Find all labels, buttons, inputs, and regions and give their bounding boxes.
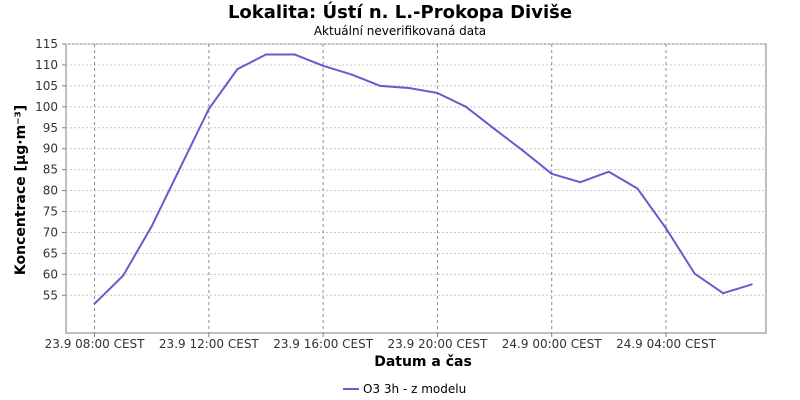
chart-subtitle: Aktuální neverifikovaná data: [314, 24, 486, 38]
line-segment: [322, 64, 353, 76]
y-tick-label: 55: [43, 288, 58, 302]
x-axis-ticks: 23.9 08:00 CEST 23.9 12:00 CEST 23.9 16:00…: [45, 333, 717, 351]
data-point: [150, 225, 153, 228]
y-tick-label: 115: [35, 37, 58, 51]
line-segment: [522, 149, 553, 175]
x-tick-label: 23.9 20:00 CEST: [388, 337, 489, 351]
line-segment: [722, 283, 753, 295]
line-segment: [465, 105, 496, 131]
y-tick-label: 60: [43, 267, 58, 281]
line-segment: [150, 166, 182, 228]
data-point: [265, 53, 267, 56]
chart-title: Lokalita: Ústí n. L.-Prokopa Diviše: [228, 1, 572, 23]
data-point: [122, 274, 125, 277]
data-point: [665, 227, 667, 230]
line-segment: [350, 73, 382, 87]
y-tick-label: 65: [43, 246, 58, 260]
data-point: [636, 187, 639, 190]
plot-area: [65, 43, 767, 334]
data-point: [693, 272, 696, 275]
series-line: [93, 53, 753, 305]
x-tick-label: 23.9 08:00 CEST: [45, 337, 146, 351]
line-segment: [407, 86, 439, 95]
line-segment: [236, 53, 267, 71]
data-point: [407, 87, 410, 89]
data-point: [93, 302, 96, 305]
y-tick-label: 80: [43, 184, 58, 198]
data-point: [550, 172, 553, 175]
line-segment: [93, 274, 125, 305]
x-tick-label: 23.9 16:00 CEST: [273, 337, 374, 351]
data-point: [379, 84, 382, 87]
line-segment: [122, 225, 153, 277]
data-point: [607, 170, 610, 173]
series-layer: [93, 53, 753, 305]
y-axis-ticks: 55 60 65 70 75 80 85 90 95 100 105 110 115: [35, 37, 66, 302]
line-segment: [436, 92, 467, 108]
y-axis-label: Koncentrace [µg·m⁻³]: [13, 105, 29, 275]
data-point: [207, 108, 210, 110]
data-point: [236, 68, 239, 71]
data-point: [179, 166, 182, 169]
data-point: [436, 92, 439, 94]
data-point: [750, 283, 753, 286]
line-segment: [293, 53, 325, 67]
data-point: [722, 292, 725, 295]
line-segment: [579, 170, 610, 184]
data-point: [350, 73, 353, 76]
y-tick-label: 110: [35, 58, 58, 72]
line-segment: [665, 227, 696, 275]
legend: O3 3h - z modelu: [343, 382, 466, 396]
line-segment: [207, 68, 239, 110]
line-segment: [607, 170, 639, 190]
y-tick-label: 105: [35, 79, 58, 93]
data-point: [493, 128, 496, 130]
x-tick-label: 24.9 00:00 CEST: [502, 337, 603, 351]
data-point: [465, 105, 467, 108]
x-axis-label: Datum a čas: [374, 354, 472, 370]
x-tick-label: 24.9 04:00 CEST: [616, 337, 717, 351]
y-tick-label: 100: [35, 100, 58, 114]
y-tick-label: 90: [43, 142, 58, 156]
horizontal-gridlines: [66, 43, 766, 296]
legend-label: O3 3h - z modelu: [363, 382, 466, 396]
data-point: [322, 64, 325, 67]
y-tick-label: 70: [43, 225, 58, 239]
y-tick-label: 75: [43, 205, 58, 219]
line-segment: [379, 84, 410, 89]
data-point: [522, 149, 525, 152]
line-segment: [550, 172, 582, 184]
line-segment: [493, 128, 525, 152]
line-segment: [179, 107, 210, 169]
data-point: [579, 181, 582, 184]
line-segment: [636, 187, 667, 230]
data-point: [293, 53, 296, 56]
line-segment: [693, 272, 725, 295]
y-tick-label: 85: [43, 163, 58, 177]
x-tick-label: 23.9 12:00 CEST: [159, 337, 260, 351]
y-tick-label: 95: [43, 121, 58, 135]
